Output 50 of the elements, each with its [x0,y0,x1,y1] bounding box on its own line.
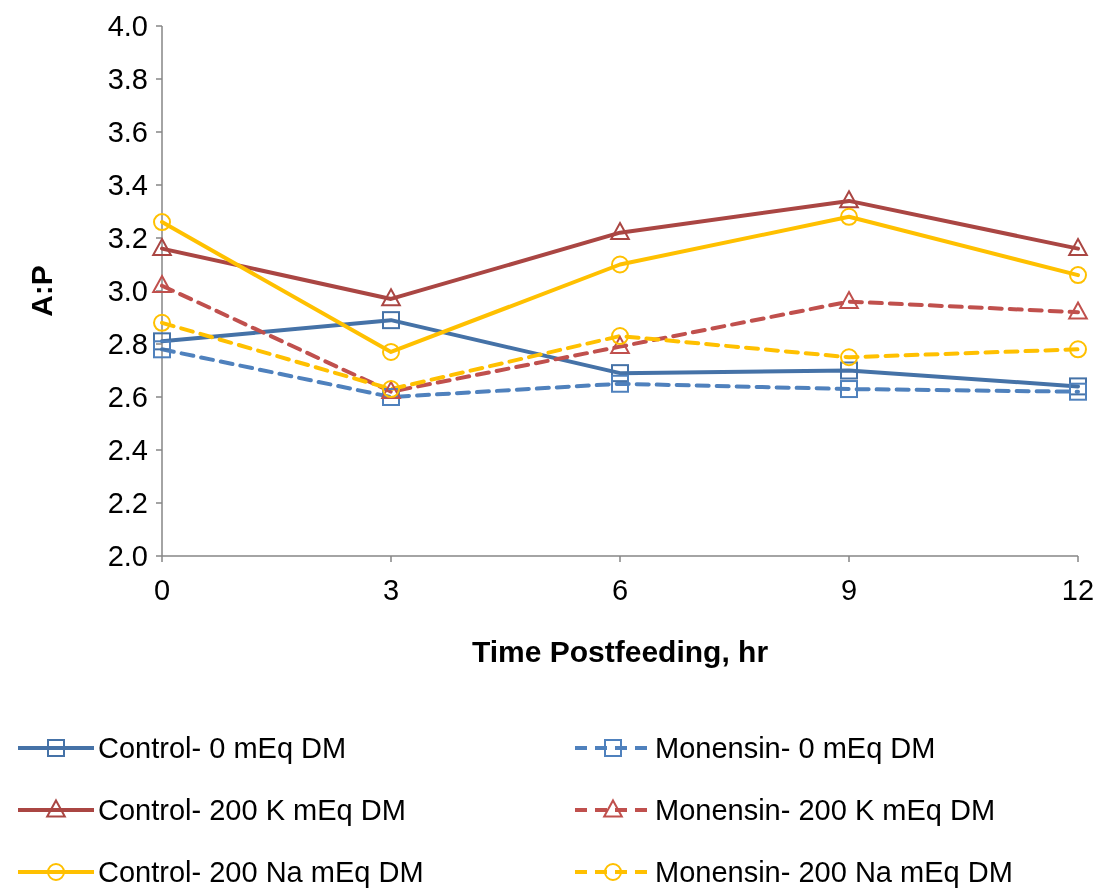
legend-label: Monensin- 200 K mEq DM [655,794,996,827]
point [152,275,172,294]
point [1069,340,1087,359]
point [1069,382,1087,401]
point [839,190,859,209]
point [1068,301,1088,320]
y-tick-label: 3.6 [107,116,148,149]
legend-label: Monensin- 0 mEq DM [655,732,936,765]
y-tick-label: 3.8 [107,63,148,96]
legend-label: Control- 200 Na mEq DM [98,856,424,889]
y-tick-label: 2.4 [107,434,148,467]
y-tick-label: 2.2 [107,487,148,520]
point [152,238,172,256]
point [1068,238,1088,256]
point [382,311,400,330]
point [840,207,858,226]
point [840,361,858,380]
x-axis-title: Time Postfeeding, hr [471,635,769,668]
point [840,380,858,399]
legend-label: Control- 200 K mEq DM [98,794,406,827]
y-tick-label: 3.4 [107,169,148,202]
point [610,222,630,241]
point [381,288,401,307]
point [839,291,859,309]
point [611,364,629,383]
point [153,340,171,359]
x-tick-label: 6 [611,574,629,606]
point [382,388,400,406]
point [610,336,630,355]
point [840,348,858,367]
x-tick-label: 9 [840,574,858,606]
y-tick-label: 2.6 [107,381,148,414]
y-tick-label: 2.0 [107,540,148,573]
point [153,213,171,232]
point [1069,266,1087,285]
legend-label: Monensin- 200 Na mEq DM [655,856,1013,889]
y-axis-title: A:P [25,265,58,317]
legend-label: Control- 0 mEq DM [98,732,347,765]
point [611,327,629,346]
x-tick-label: 12 [1061,574,1095,606]
point [153,313,171,332]
x-tick-label: 0 [153,574,171,606]
y-tick-label: 2.8 [107,328,148,361]
y-tick-label: 4.0 [107,10,148,43]
point [611,374,629,393]
x-tick-label: 3 [382,574,400,606]
point [611,255,629,274]
y-tick-label: 3.2 [107,222,148,255]
point [382,342,400,361]
y-tick-label: 3.0 [107,275,148,308]
